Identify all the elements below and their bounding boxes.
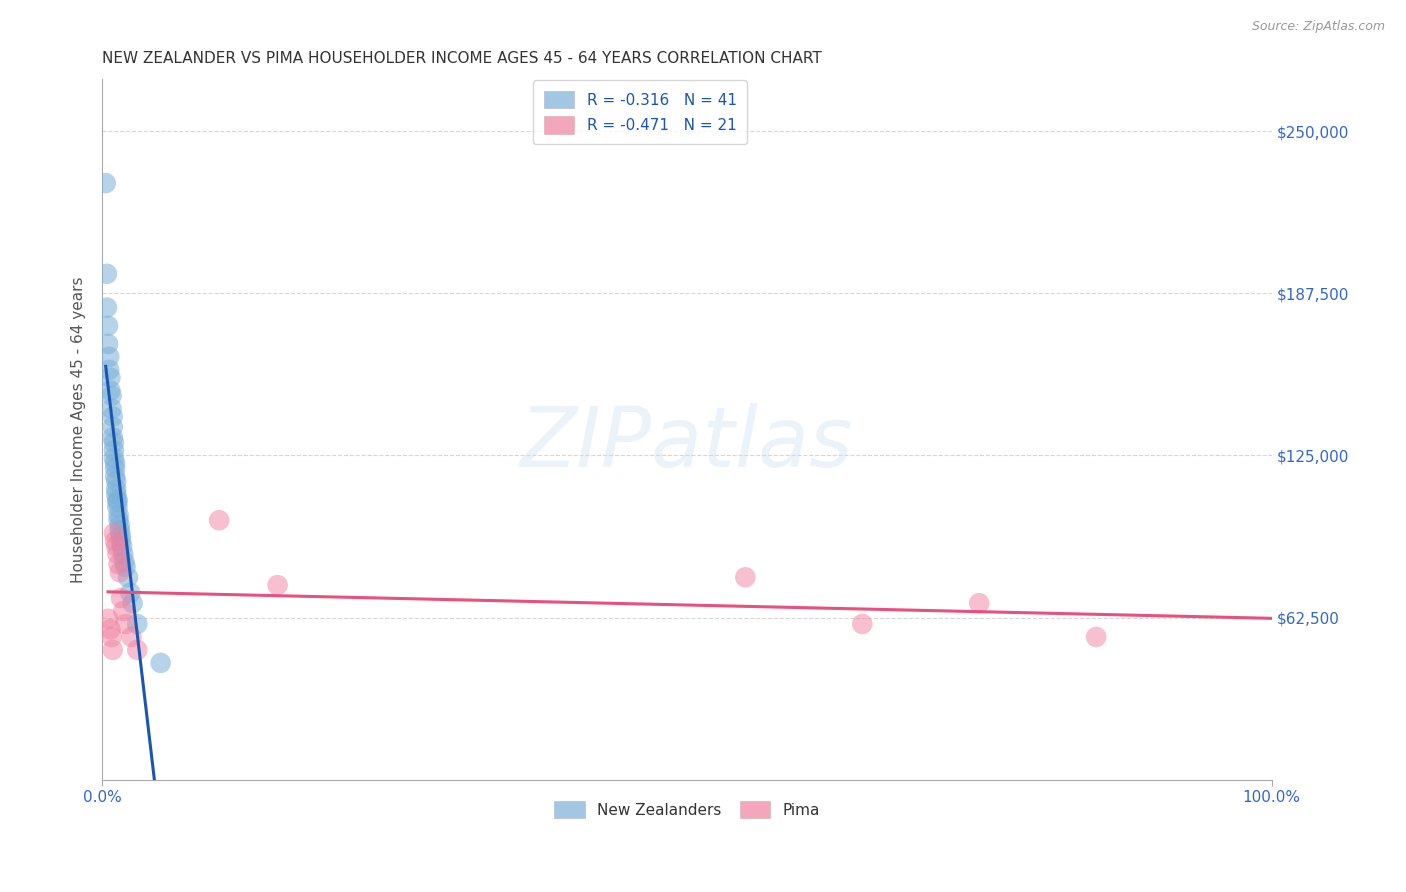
Point (100, 401, 122, 416)
Point (101, 409, 124, 424)
Point (96, 301, 118, 315)
Point (104, 461, 127, 475)
Point (107, 492, 129, 507)
Point (108, 518, 131, 533)
Point (97, 337, 120, 351)
Point (105, 482, 128, 496)
Point (100, 389, 122, 403)
Point (114, 617, 136, 632)
Point (103, 435, 125, 450)
Text: NEW ZEALANDER VS PIMA HOUSEHOLDER INCOME AGES 45 - 64 YEARS CORRELATION CHART: NEW ZEALANDER VS PIMA HOUSEHOLDER INCOME… (103, 51, 823, 66)
Point (1085, 630, 1108, 644)
Point (98, 363, 121, 377)
Legend: New Zealanders, Pima: New Zealanders, Pima (548, 795, 825, 824)
Point (114, 560, 136, 574)
Point (105, 475, 128, 489)
Point (127, 617, 149, 632)
Point (121, 596, 143, 610)
Point (105, 539, 128, 553)
Point (112, 555, 135, 569)
Text: ZIPatlas: ZIPatlas (520, 403, 853, 484)
Point (112, 547, 135, 561)
Point (101, 430, 124, 444)
Y-axis label: Householder Income Ages 45 - 64 years: Householder Income Ages 45 - 64 years (72, 277, 86, 582)
Point (110, 529, 132, 543)
Point (104, 456, 127, 470)
Point (97, 318, 120, 333)
Point (103, 443, 125, 458)
Point (120, 630, 142, 644)
Point (112, 604, 135, 618)
Point (127, 643, 149, 657)
Point (104, 469, 127, 483)
Point (111, 539, 134, 553)
Point (110, 534, 132, 549)
Point (120, 586, 142, 600)
Point (108, 524, 131, 538)
Point (107, 547, 129, 561)
Point (208, 513, 231, 527)
Point (107, 495, 129, 509)
Point (104, 534, 127, 549)
Point (100, 384, 122, 398)
Point (100, 370, 122, 384)
Point (100, 622, 122, 636)
Point (967, 596, 990, 610)
Point (96, 267, 118, 281)
Point (149, 656, 172, 670)
Text: Source: ZipAtlas.com: Source: ZipAtlas.com (1251, 20, 1385, 33)
Point (100, 630, 122, 644)
Point (101, 420, 124, 434)
Point (108, 565, 131, 579)
Point (734, 570, 756, 584)
Point (851, 617, 873, 632)
Point (107, 513, 129, 527)
Point (266, 578, 288, 592)
Point (103, 526, 125, 541)
Point (101, 643, 124, 657)
Point (103, 450, 125, 465)
Point (110, 591, 132, 605)
Point (117, 570, 139, 584)
Point (107, 558, 129, 572)
Point (94, 176, 117, 190)
Point (107, 508, 129, 522)
Point (107, 500, 129, 515)
Point (105, 487, 128, 501)
Point (98, 350, 121, 364)
Point (97, 612, 120, 626)
